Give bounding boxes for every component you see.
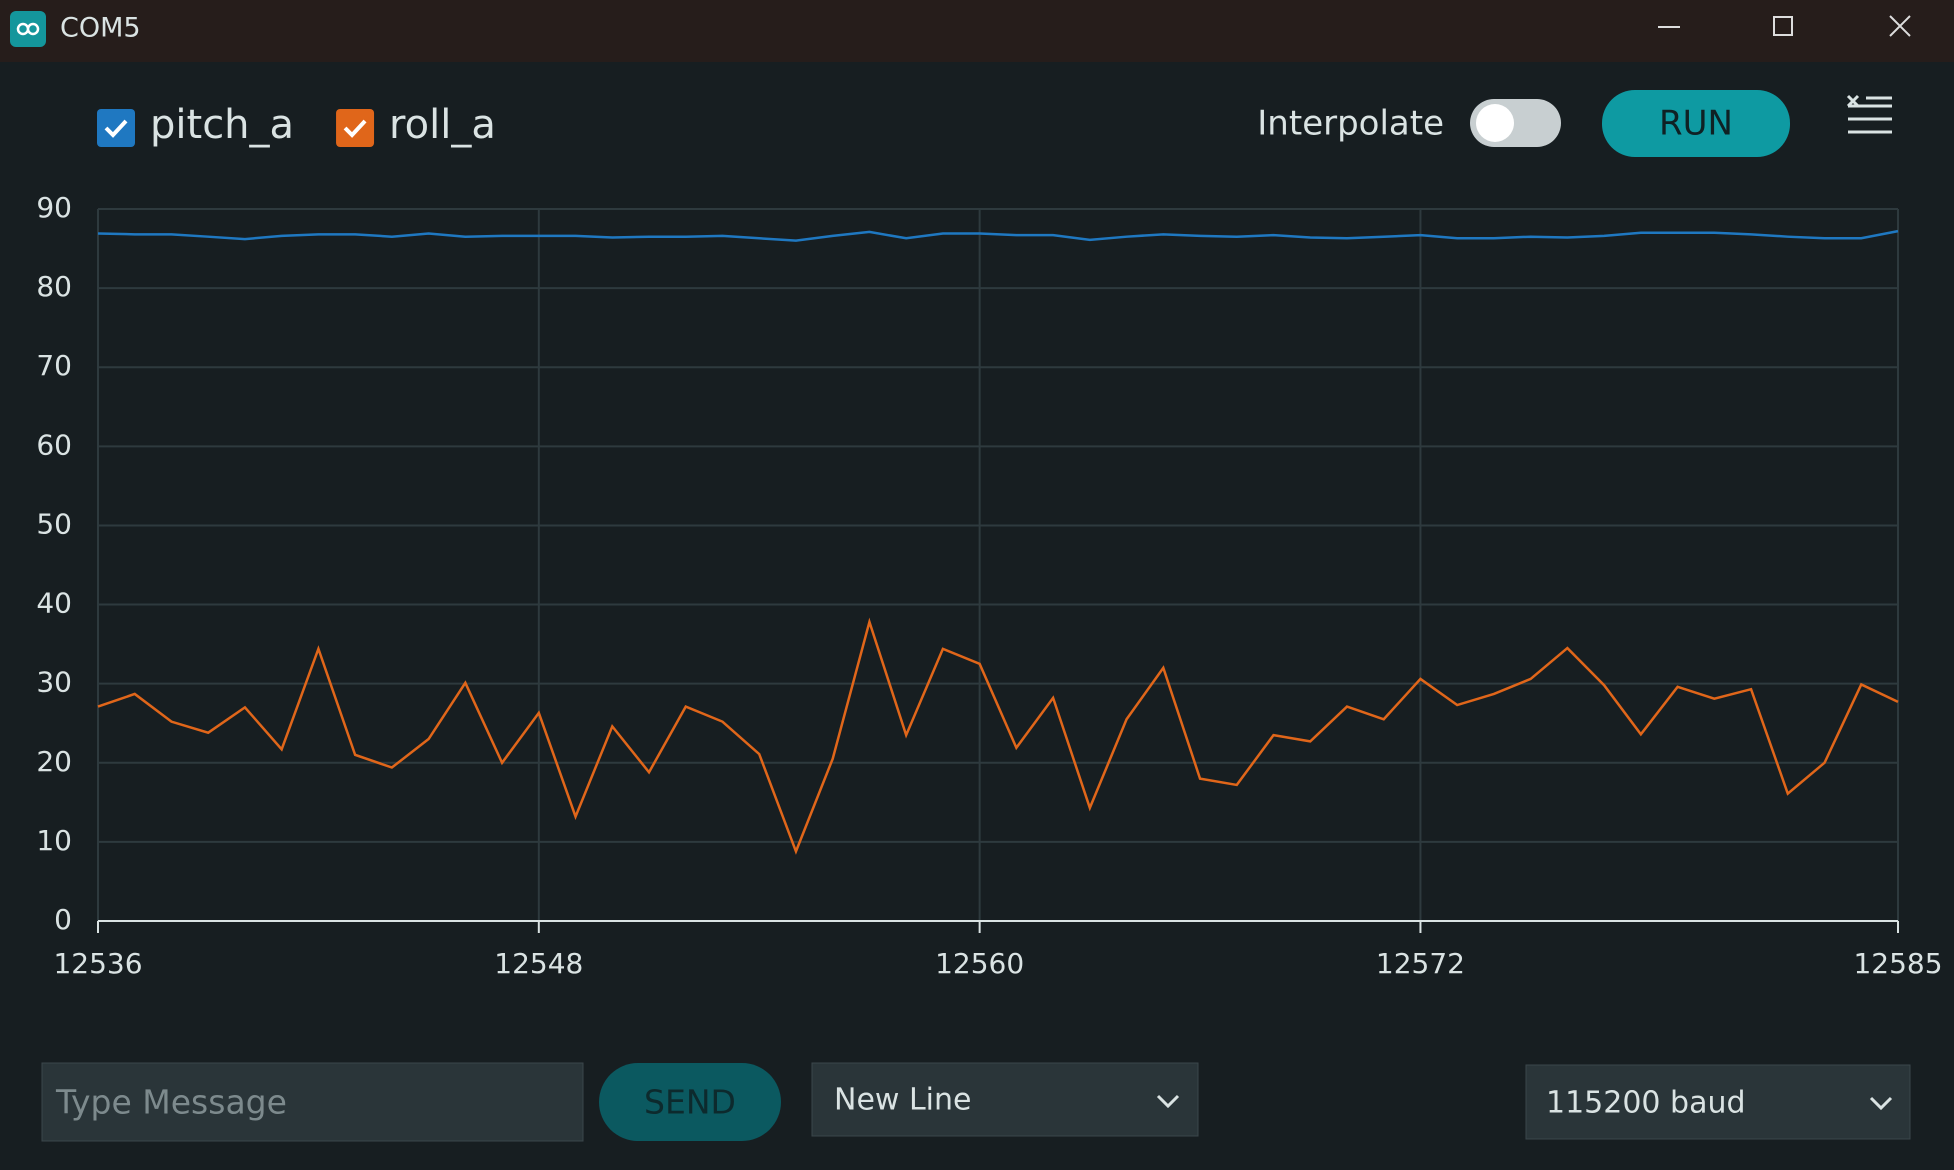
baud-select[interactable] <box>1525 1064 1911 1140</box>
y-tick-label: 90 <box>36 191 72 224</box>
legend-checkbox[interactable] <box>97 109 135 147</box>
title-bar <box>0 0 1954 62</box>
run-label: RUN <box>1659 104 1733 144</box>
checkmark <box>104 119 128 138</box>
baud-label: 115200 baud <box>1546 1086 1746 1121</box>
send-button[interactable] <box>599 1063 781 1141</box>
x-tick-label: 12548 <box>494 947 583 980</box>
line-ending-select[interactable] <box>811 1062 1199 1137</box>
message-placeholder: Type Message <box>55 1083 287 1122</box>
y-tick-label: 50 <box>36 507 72 540</box>
legend-label: roll_a <box>389 102 496 148</box>
series-line <box>97 229 1899 242</box>
y-tick-label: 40 <box>36 587 72 620</box>
send-label: SEND <box>644 1083 736 1122</box>
chevron <box>1869 1096 1893 1111</box>
run-button[interactable] <box>1602 90 1790 157</box>
message-input[interactable] <box>41 1062 584 1142</box>
checkmark <box>343 119 367 138</box>
x-tick-label: 12536 <box>53 947 142 980</box>
interpolate-label: Interpolate <box>1257 104 1444 144</box>
x-tick-label: 12572 <box>1376 947 1465 980</box>
series-line <box>97 617 1899 855</box>
line-ending-label: New Line <box>834 1083 972 1118</box>
y-tick-label: 10 <box>36 824 72 857</box>
legend-label: pitch_a <box>150 102 294 148</box>
toggle-knob <box>1476 104 1514 142</box>
y-tick-label: 0 <box>54 903 72 936</box>
close-button[interactable] <box>1889 15 1911 37</box>
clear-menu-button[interactable] <box>1846 94 1892 134</box>
maximize-button[interactable] <box>1773 16 1793 36</box>
y-tick-label: 70 <box>36 349 72 382</box>
chevron <box>1156 1094 1180 1109</box>
y-tick-label: 60 <box>36 428 72 461</box>
x-tick-label: 12585 <box>1853 947 1942 980</box>
window-title: COM5 <box>60 13 141 44</box>
y-tick-label: 20 <box>36 745 72 778</box>
app-icon-glyph <box>16 22 40 36</box>
y-tick-label: 80 <box>36 270 72 303</box>
x-tick-label: 12560 <box>935 947 1024 980</box>
legend-checkbox[interactable] <box>336 109 375 147</box>
y-tick-label: 30 <box>36 666 72 699</box>
